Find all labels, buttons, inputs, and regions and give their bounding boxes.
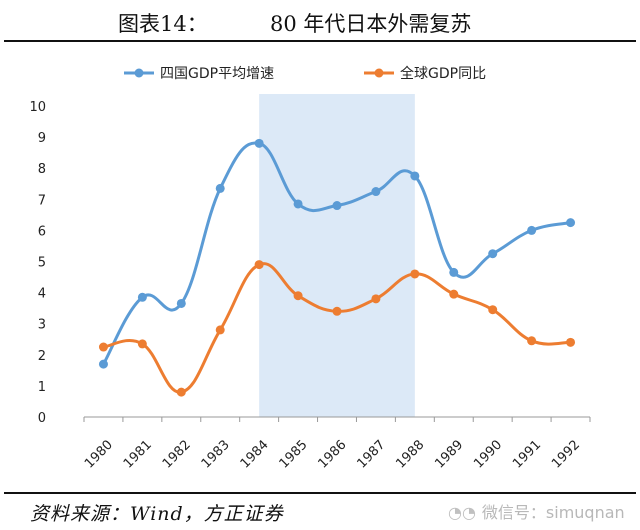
series-1-point xyxy=(566,218,576,228)
series-1-point xyxy=(371,187,381,197)
y-tick-label: 10 xyxy=(29,100,46,115)
series-1-point xyxy=(176,298,186,308)
series-1-point xyxy=(98,359,108,369)
series-1-point xyxy=(488,249,498,259)
series-2-point xyxy=(215,325,225,335)
x-tick-label: 1992 xyxy=(549,438,583,472)
x-tick-label: 1982 xyxy=(160,438,194,472)
x-tick-label: 1983 xyxy=(199,438,233,472)
legend-marker-1 xyxy=(134,68,144,78)
series-2-point xyxy=(176,387,186,397)
x-tick-label: 1988 xyxy=(393,438,427,472)
series-1-point xyxy=(449,267,459,277)
series-2-point xyxy=(449,289,459,299)
series-2-point xyxy=(566,337,576,347)
x-tick-label: 1987 xyxy=(354,438,388,472)
series-1-point xyxy=(254,138,264,148)
y-tick-label: 9 xyxy=(38,131,46,146)
source-note: 资料来源：Wind，方正证券 xyxy=(30,503,284,525)
y-tick-label: 7 xyxy=(38,193,46,208)
chart: 0 1 2 3 4 5 6 7 8 9 10 1980 1981 1982 1983 1984 1985 1986… xyxy=(0,46,640,490)
series-1-point xyxy=(410,171,420,181)
x-tick-label: 1981 xyxy=(121,438,155,472)
y-tick-label: 2 xyxy=(38,349,46,364)
bottom-rule xyxy=(4,492,636,494)
watermark-text: 微信号：simuqnan xyxy=(481,503,625,522)
legend-label-1: 四国GDP平均增速 xyxy=(160,66,274,82)
legend-marker-2 xyxy=(374,68,384,78)
series-2-point xyxy=(488,305,498,315)
series-2-point xyxy=(371,294,381,304)
y-tick-label: 3 xyxy=(38,318,46,333)
series-1-point xyxy=(332,201,342,211)
y-tick-label: 8 xyxy=(38,162,46,177)
figure-label: 图表14： xyxy=(118,12,208,36)
x-tick-label: 1989 xyxy=(432,438,466,472)
y-tick-label: 4 xyxy=(38,287,46,302)
watermark: ◔◔ 微信号：simuqnan xyxy=(448,499,625,523)
x-tick-label: 1984 xyxy=(238,438,272,472)
series-1-point xyxy=(137,292,147,302)
x-tick-label: 1990 xyxy=(471,438,505,472)
series-2-point xyxy=(527,336,537,346)
wechat-icon: ◔◔ xyxy=(448,503,476,522)
y-tick-label: 5 xyxy=(38,256,46,271)
y-tick-label: 1 xyxy=(38,380,46,395)
series-2-point xyxy=(98,342,108,352)
highlight-band xyxy=(259,94,415,417)
line-chart: 0 1 2 3 4 5 6 7 8 9 10 1980 1981 1982 1983 1984 1985 1986… xyxy=(29,65,591,472)
series-2-point xyxy=(410,269,420,279)
series-2-point xyxy=(293,291,303,301)
series-1-point xyxy=(293,199,303,209)
x-tick-label: 1986 xyxy=(316,438,350,472)
x-tick-label: 1991 xyxy=(510,438,544,472)
series-1-point xyxy=(527,225,537,235)
top-rule xyxy=(4,40,636,42)
figure-title: 图表14： 80 年代日本外需复苏 xyxy=(0,6,640,36)
series-1-point xyxy=(215,183,225,193)
y-tick-label: 0 xyxy=(38,411,46,426)
series-2-point xyxy=(332,306,342,316)
x-tick-label: 1985 xyxy=(277,438,311,472)
legend-label-2: 全球GDP同比 xyxy=(400,65,486,82)
series-2-point xyxy=(137,339,147,349)
figure-title-text: 80 年代日本外需复苏 xyxy=(270,12,472,36)
y-tick-label: 6 xyxy=(38,224,46,239)
series-2-point xyxy=(254,260,264,270)
x-tick-label: 1980 xyxy=(82,438,116,472)
